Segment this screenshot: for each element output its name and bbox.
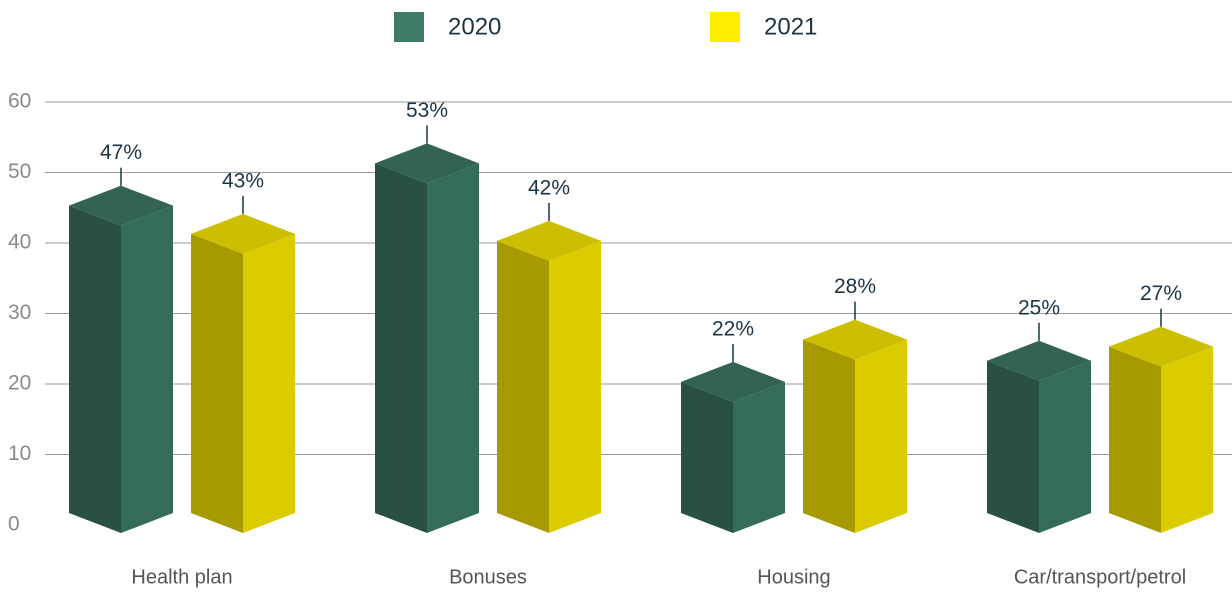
legend-label: 2021: [764, 13, 817, 40]
y-tick-label: 30: [8, 301, 31, 324]
y-tick-label: 20: [8, 372, 31, 395]
bar-top-face: [69, 185, 173, 226]
bar: [803, 319, 907, 533]
y-tick-label: 40: [8, 231, 31, 254]
bar-left-face: [681, 381, 733, 533]
bar-top-face: [375, 143, 479, 184]
legend-swatch: [710, 12, 740, 42]
y-tick-label: 0: [8, 513, 20, 536]
value-label: 25%: [1018, 296, 1060, 319]
bar-top-face: [497, 220, 601, 261]
bar: [987, 340, 1091, 533]
legend-swatch: [394, 12, 424, 42]
y-tick-label: 10: [8, 442, 31, 465]
bar: [497, 220, 601, 533]
value-label: 53%: [406, 99, 448, 122]
value-label: 47%: [100, 141, 142, 164]
bar-top-face: [987, 340, 1091, 381]
bar: [375, 143, 479, 533]
bar-right-face: [427, 163, 479, 533]
bar-right-face: [733, 381, 785, 533]
legend-label: 2020: [448, 13, 501, 40]
bar-left-face: [987, 360, 1039, 533]
y-tick-label: 60: [8, 90, 31, 113]
bar-top-face: [191, 213, 295, 254]
x-tick-label: Bonuses: [449, 566, 527, 588]
x-tick-label: Car/transport/petrol: [1014, 566, 1186, 588]
bar-right-face: [1161, 346, 1213, 533]
bar-left-face: [1109, 346, 1161, 533]
value-label: 43%: [222, 169, 264, 192]
bar-left-face: [191, 233, 243, 533]
bar: [681, 361, 785, 533]
bar-right-face: [855, 339, 907, 533]
y-tick-label: 50: [8, 160, 31, 183]
bar: [191, 213, 295, 533]
bar: [1109, 326, 1213, 533]
bar-right-face: [1039, 360, 1091, 533]
bar-left-face: [375, 163, 427, 533]
bar-left-face: [69, 205, 121, 533]
bar: [69, 185, 173, 533]
value-label: 28%: [834, 275, 876, 298]
value-label: 22%: [712, 317, 754, 340]
bar-top-face: [1109, 326, 1213, 367]
bar-left-face: [803, 339, 855, 533]
x-tick-label: Health plan: [131, 566, 232, 588]
bar-top-face: [803, 319, 907, 360]
bar-right-face: [243, 233, 295, 533]
bar-left-face: [497, 240, 549, 533]
value-label: 27%: [1140, 282, 1182, 305]
bar-right-face: [121, 205, 173, 533]
bar-top-face: [681, 361, 785, 402]
x-tick-label: Housing: [757, 566, 830, 588]
bar-right-face: [549, 240, 601, 533]
value-label: 42%: [528, 176, 570, 199]
